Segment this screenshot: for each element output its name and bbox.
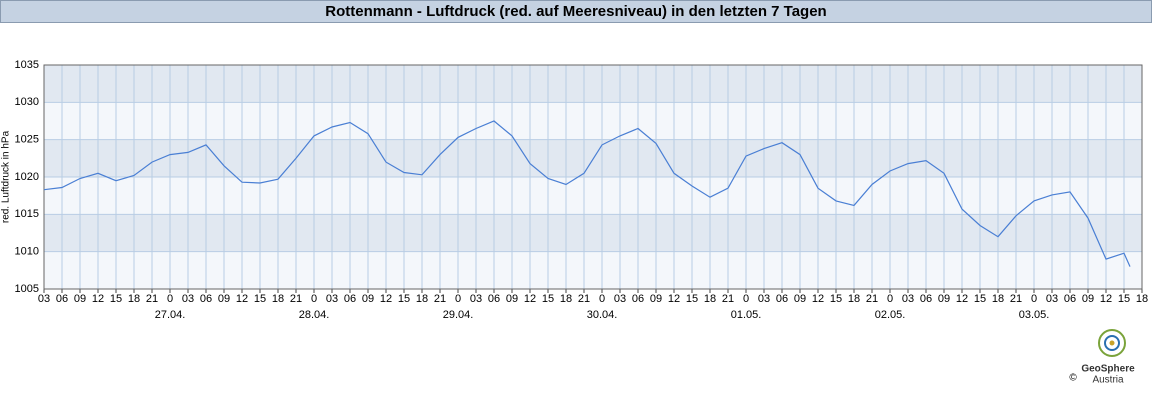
x-tick-label: 18 <box>992 293 1004 305</box>
x-tick-label: 06 <box>344 293 356 305</box>
x-tick-label: 09 <box>938 293 950 305</box>
x-tick-label: 09 <box>1082 293 1094 305</box>
x-tick-label: 09 <box>218 293 230 305</box>
y-tick-label: 1005 <box>15 283 39 295</box>
x-tick-label: 21 <box>1010 293 1022 305</box>
x-tick-label: 03 <box>470 293 482 305</box>
date-label: 29.04. <box>443 309 474 321</box>
x-tick-label: 06 <box>1064 293 1076 305</box>
x-tick-label: 12 <box>668 293 680 305</box>
x-tick-label: 12 <box>380 293 392 305</box>
grid-band <box>44 65 1142 103</box>
x-tick-label: 12 <box>812 293 824 305</box>
x-tick-label: 06 <box>200 293 212 305</box>
x-tick-label: 15 <box>1118 293 1130 305</box>
x-tick-label: 03 <box>38 293 50 305</box>
y-tick-label: 1025 <box>15 134 39 146</box>
x-tick-label: 18 <box>848 293 860 305</box>
x-tick-label: 15 <box>830 293 842 305</box>
date-label: 01.05. <box>731 309 762 321</box>
y-tick-label: 1010 <box>15 246 39 258</box>
x-tick-label: 06 <box>488 293 500 305</box>
x-tick-label: 21 <box>866 293 878 305</box>
x-tick-label: 06 <box>920 293 932 305</box>
logo-sub: Austria <box>1092 375 1124 386</box>
x-tick-label: 09 <box>650 293 662 305</box>
x-tick-label: 18 <box>1136 293 1148 305</box>
x-tick-label: 0 <box>1031 293 1037 305</box>
logo-name: GeoSphere <box>1081 364 1135 375</box>
y-axis-label: red. Luftdruck in hPa <box>1 130 12 223</box>
logo-ring <box>1098 329 1126 357</box>
x-tick-label: 09 <box>506 293 518 305</box>
y-tick-label: 1030 <box>15 96 39 108</box>
x-tick-label: 15 <box>254 293 266 305</box>
x-tick-label: 12 <box>956 293 968 305</box>
grid-band <box>44 214 1142 252</box>
date-label: 27.04. <box>155 309 186 321</box>
x-tick-label: 0 <box>167 293 173 305</box>
x-tick-label: 21 <box>290 293 302 305</box>
x-tick-label: 15 <box>686 293 698 305</box>
x-tick-label: 03 <box>326 293 338 305</box>
x-tick-label: 06 <box>56 293 68 305</box>
chart-title: Rottenmann - Luftdruck (red. auf Meeresn… <box>325 3 826 20</box>
x-tick-label: 03 <box>614 293 626 305</box>
date-label: 30.04. <box>587 309 618 321</box>
x-tick-label: 21 <box>146 293 158 305</box>
date-label: 28.04. <box>299 309 330 321</box>
x-tick-label: 15 <box>110 293 122 305</box>
y-tick-label: 1020 <box>15 171 39 183</box>
logo-ring <box>1104 335 1120 351</box>
x-tick-label: 0 <box>455 293 461 305</box>
data-line <box>43 120 1131 267</box>
x-tick-label: 09 <box>362 293 374 305</box>
date-label: 02.05. <box>875 309 906 321</box>
copyright: © <box>1069 373 1077 384</box>
x-tick-label: 18 <box>560 293 572 305</box>
y-tick-label: 1015 <box>15 208 39 220</box>
logo-dot <box>1109 340 1115 346</box>
x-tick-label: 21 <box>434 293 446 305</box>
plot-border <box>43 64 1143 290</box>
x-tick-label: 03 <box>902 293 914 305</box>
x-tick-label: 0 <box>887 293 893 305</box>
x-tick-label: 18 <box>272 293 284 305</box>
x-tick-label: 12 <box>1100 293 1112 305</box>
x-tick-label: 0 <box>311 293 317 305</box>
x-tick-label: 12 <box>236 293 248 305</box>
x-tick-label: 03 <box>758 293 770 305</box>
x-tick-label: 18 <box>416 293 428 305</box>
x-tick-label: 15 <box>542 293 554 305</box>
y-tick-label: 1035 <box>15 59 39 71</box>
x-tick-label: 03 <box>182 293 194 305</box>
x-tick-label: 0 <box>599 293 605 305</box>
x-tick-label: 12 <box>92 293 104 305</box>
x-tick-label: 21 <box>578 293 590 305</box>
x-tick-label: 15 <box>398 293 410 305</box>
x-tick-label: 09 <box>74 293 86 305</box>
x-tick-label: 06 <box>632 293 644 305</box>
x-tick-label: 03 <box>1046 293 1058 305</box>
x-tick-label: 18 <box>704 293 716 305</box>
x-tick-label: 12 <box>524 293 536 305</box>
logo: GeoSphere Austria © <box>1069 329 1135 386</box>
x-tick-label: 0 <box>743 293 749 305</box>
x-tick-label: 18 <box>128 293 140 305</box>
date-label: 03.05. <box>1019 309 1050 321</box>
x-tick-label: 15 <box>974 293 986 305</box>
x-tick-label: 06 <box>776 293 788 305</box>
x-tick-label: 21 <box>722 293 734 305</box>
x-tick-label: 09 <box>794 293 806 305</box>
